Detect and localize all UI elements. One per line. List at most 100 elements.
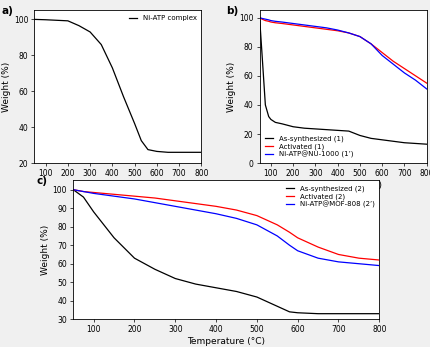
Activated (2) bbox=[376, 258, 381, 262]
As-synthesized (1) bbox=[401, 141, 406, 145]
Ni-ATP complex bbox=[54, 18, 59, 22]
Ni-ATP@MOF-808 (2’) bbox=[335, 260, 340, 264]
Ni-ATP@NU-1000 (1’) bbox=[312, 24, 317, 28]
Legend: As-synthesized (2), Activated (2), Ni-ATP@MOF-808 (2’): As-synthesized (2), Activated (2), Ni-AT… bbox=[284, 184, 375, 210]
Activated (1) bbox=[379, 51, 384, 55]
Activated (2) bbox=[193, 202, 198, 206]
Y-axis label: Weight (%): Weight (%) bbox=[227, 62, 236, 112]
Ni-ATP@NU-1000 (1’) bbox=[268, 18, 273, 23]
Ni-ATP complex bbox=[98, 42, 104, 46]
Activated (1) bbox=[290, 23, 295, 27]
Ni-ATP complex bbox=[165, 150, 170, 154]
Text: c): c) bbox=[37, 176, 47, 186]
As-synthesized (1) bbox=[279, 122, 284, 126]
Activated (2) bbox=[356, 256, 361, 260]
Y-axis label: Weight (%): Weight (%) bbox=[2, 62, 11, 112]
As-synthesized (2) bbox=[213, 286, 218, 290]
Ni-ATP complex bbox=[187, 150, 192, 154]
As-synthesized (1) bbox=[262, 103, 267, 107]
Activated (1) bbox=[301, 24, 306, 28]
Ni-ATP complex bbox=[145, 147, 150, 152]
As-synthesized (2) bbox=[91, 210, 96, 214]
Ni-ATP complex bbox=[154, 149, 159, 153]
Ni-ATP@NU-1000 (1’) bbox=[290, 22, 295, 26]
As-synthesized (1) bbox=[345, 129, 350, 133]
Ni-ATP complex bbox=[121, 94, 126, 99]
Activated (2) bbox=[91, 191, 96, 195]
Ni-ATP@MOF-808 (2’) bbox=[356, 262, 361, 266]
Activated (2) bbox=[335, 252, 340, 256]
Activated (2) bbox=[132, 194, 137, 198]
As-synthesized (1) bbox=[423, 142, 428, 146]
Ni-ATP complex bbox=[65, 19, 70, 23]
Activated (2) bbox=[172, 199, 178, 203]
Ni-ATP@MOF-808 (2’) bbox=[111, 194, 117, 198]
Line: Activated (2): Activated (2) bbox=[73, 190, 378, 260]
As-synthesized (1) bbox=[379, 138, 384, 142]
Ni-ATP@MOF-808 (2’) bbox=[274, 234, 279, 238]
Ni-ATP@NU-1000 (1’) bbox=[259, 16, 264, 20]
Activated (1) bbox=[345, 31, 350, 35]
Ni-ATP@MOF-808 (2’) bbox=[172, 204, 178, 209]
As-synthesized (2) bbox=[132, 256, 137, 260]
Legend: As-synthesized (1), Activated (1), Ni-ATP@NU-1000 (1’): As-synthesized (1), Activated (1), Ni-AT… bbox=[263, 134, 353, 160]
Line: Ni-ATP complex: Ni-ATP complex bbox=[34, 19, 201, 152]
As-synthesized (2) bbox=[152, 267, 157, 271]
Ni-ATP@NU-1000 (1’) bbox=[272, 19, 277, 23]
As-synthesized (2) bbox=[81, 195, 86, 199]
Ni-ATP@NU-1000 (1’) bbox=[323, 26, 329, 30]
Activated (2) bbox=[315, 245, 320, 249]
Ni-ATP@MOF-808 (2’) bbox=[376, 263, 381, 268]
Activated (2) bbox=[213, 204, 218, 209]
As-synthesized (1) bbox=[268, 117, 273, 121]
As-synthesized (2) bbox=[193, 282, 198, 286]
Activated (1) bbox=[368, 42, 373, 46]
Line: Ni-ATP@MOF-808 (2’): Ni-ATP@MOF-808 (2’) bbox=[73, 190, 378, 265]
Activated (1) bbox=[412, 74, 417, 78]
Activated (2) bbox=[111, 192, 117, 196]
As-synthesized (2) bbox=[295, 311, 300, 315]
As-synthesized (1) bbox=[272, 120, 277, 125]
Activated (2) bbox=[286, 230, 292, 234]
As-synthesized (1) bbox=[368, 136, 373, 141]
X-axis label: Temperature (°C): Temperature (°C) bbox=[187, 337, 264, 346]
Ni-ATP complex bbox=[76, 24, 81, 28]
As-synthesized (2) bbox=[233, 289, 239, 294]
Ni-ATP@NU-1000 (1’) bbox=[412, 78, 417, 82]
Activated (1) bbox=[323, 27, 329, 31]
Ni-ATP@MOF-808 (2’) bbox=[315, 256, 320, 260]
Activated (1) bbox=[279, 22, 284, 26]
As-synthesized (1) bbox=[356, 133, 362, 137]
As-synthesized (1) bbox=[312, 127, 317, 131]
Activated (2) bbox=[274, 223, 279, 227]
Activated (1) bbox=[262, 18, 267, 23]
Ni-ATP@MOF-808 (2’) bbox=[233, 216, 239, 220]
As-synthesized (2) bbox=[315, 312, 320, 316]
Ni-ATP complex bbox=[32, 17, 37, 22]
Activated (2) bbox=[254, 213, 259, 218]
Ni-ATP@NU-1000 (1’) bbox=[279, 20, 284, 24]
Ni-ATP@MOF-808 (2’) bbox=[193, 208, 198, 212]
Activated (1) bbox=[390, 59, 395, 64]
Activated (1) bbox=[334, 29, 339, 33]
As-synthesized (2) bbox=[111, 236, 117, 240]
Activated (1) bbox=[272, 21, 277, 25]
Activated (1) bbox=[265, 19, 270, 23]
As-synthesized (1) bbox=[265, 115, 270, 119]
Ni-ATP@MOF-808 (2’) bbox=[152, 201, 157, 205]
As-synthesized (2) bbox=[274, 304, 279, 308]
Ni-ATP complex bbox=[110, 66, 115, 70]
Ni-ATP complex bbox=[87, 30, 92, 34]
Ni-ATP@MOF-808 (2’) bbox=[286, 243, 292, 247]
X-axis label: Temperature (°C): Temperature (°C) bbox=[304, 181, 381, 190]
As-synthesized (2) bbox=[356, 312, 361, 316]
Ni-ATP@MOF-808 (2’) bbox=[132, 197, 137, 201]
X-axis label: Temperature (°C): Temperature (°C) bbox=[79, 181, 157, 190]
As-synthesized (1) bbox=[390, 139, 395, 143]
Ni-ATP@MOF-808 (2’) bbox=[71, 188, 76, 192]
Ni-ATP complex bbox=[176, 150, 181, 154]
Ni-ATP@NU-1000 (1’) bbox=[262, 17, 267, 21]
As-synthesized (1) bbox=[412, 141, 417, 145]
As-synthesized (2) bbox=[172, 277, 178, 281]
Line: Ni-ATP@NU-1000 (1’): Ni-ATP@NU-1000 (1’) bbox=[259, 18, 426, 89]
